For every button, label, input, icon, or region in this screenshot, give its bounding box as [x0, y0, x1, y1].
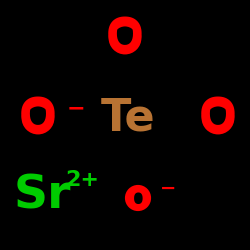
Text: O: O — [199, 96, 237, 140]
Text: O: O — [106, 16, 144, 60]
Text: −: − — [160, 178, 176, 198]
Text: o: o — [126, 181, 150, 215]
Text: O: O — [19, 96, 57, 140]
Text: −: − — [67, 98, 85, 118]
Text: Sr: Sr — [13, 174, 71, 218]
Text: Te: Te — [101, 96, 155, 140]
Text: 2+: 2+ — [65, 170, 99, 190]
